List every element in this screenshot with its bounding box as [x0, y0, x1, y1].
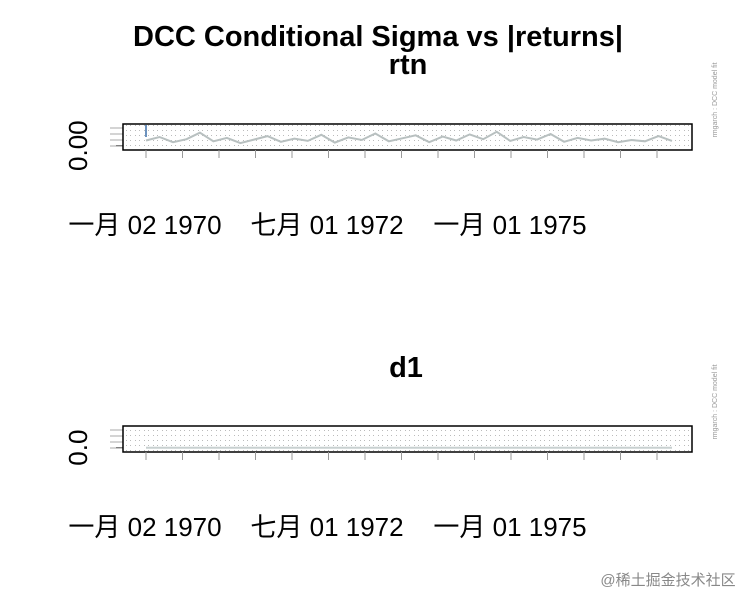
- x-tick-label: 七月 01 1972: [250, 512, 403, 542]
- x-tick-label: 七月 01 1972: [250, 210, 403, 240]
- side-note: rmgarch : DCC model fit: [712, 364, 719, 439]
- chart-subtitle: rtn: [389, 49, 428, 81]
- x-tick-label: 一月 02 1970: [68, 210, 221, 240]
- x-tick-label: 一月 01 1975: [433, 210, 586, 240]
- watermark: @稀土掘金技术社区: [600, 572, 735, 589]
- series-line: [145, 130, 673, 145]
- y-tick-label: 0.00: [63, 120, 93, 171]
- y-tick-label: 0.0: [63, 430, 93, 466]
- chart-title: d1: [389, 352, 423, 384]
- side-note: rmgarch : DCC model fit: [712, 62, 719, 137]
- plot-box: [122, 425, 693, 453]
- chart-title: DCC Conditional Sigma vs |returns|: [133, 21, 623, 53]
- x-tick-label: 一月 01 1975: [433, 512, 586, 542]
- plot-box: [122, 123, 693, 151]
- x-tick-label: 一月 02 1970: [68, 512, 221, 542]
